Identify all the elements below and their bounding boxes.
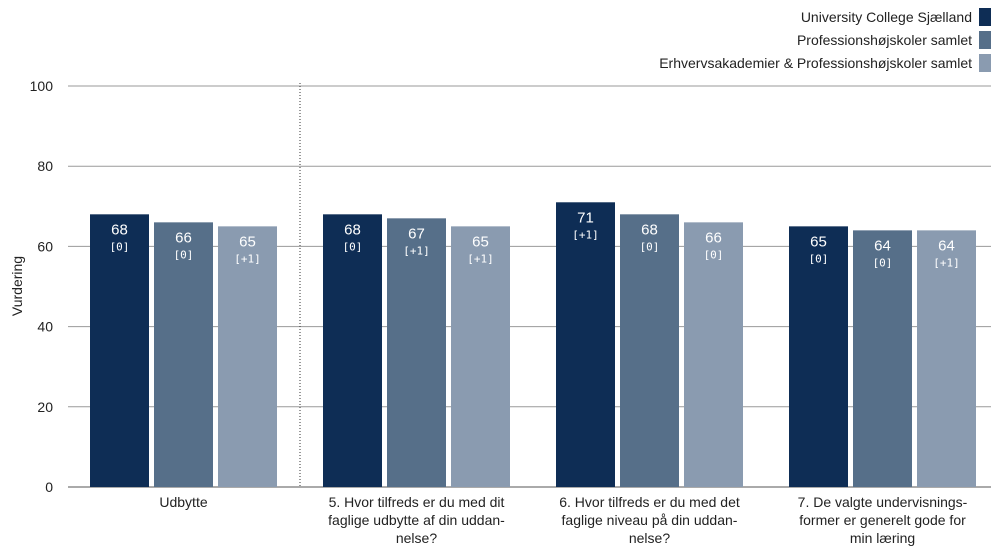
legend-swatch (979, 31, 991, 49)
bar (556, 202, 615, 488)
legend: University College Sjælland Professionshø… (659, 8, 991, 72)
bar (789, 226, 848, 487)
y-tick-label: 0 (45, 479, 53, 495)
value-label: 65 (472, 233, 489, 250)
y-tick-label: 100 (30, 78, 54, 94)
value-label: 66 (175, 229, 192, 246)
bar (154, 222, 213, 487)
bar (853, 230, 912, 488)
y-tick-label: 40 (37, 319, 53, 335)
value-label: 65 (239, 233, 256, 250)
bar (451, 226, 510, 487)
bar (323, 214, 382, 487)
bar (218, 226, 277, 487)
legend-label: Erhvervsakademier & Professionshøjskoler… (659, 55, 972, 71)
legend-label: Professionshøjskoler samlet (797, 32, 972, 48)
change-label: [+1] (403, 244, 430, 257)
bar (620, 214, 679, 487)
category-label: 6. Hvor tilfreds er du med det (559, 494, 740, 510)
value-label: 68 (111, 221, 128, 238)
bar (387, 218, 446, 487)
y-tick-label: 20 (37, 399, 53, 415)
value-label: 68 (344, 221, 361, 238)
legend-swatch (979, 54, 991, 72)
change-label: [0] (704, 248, 724, 261)
value-label: 67 (408, 225, 425, 242)
change-label: [+1] (933, 256, 960, 269)
category-label: faglige niveau på din uddan- (562, 512, 738, 528)
value-label: 64 (938, 237, 955, 254)
category-label: faglige udbytte af din uddan- (328, 512, 505, 528)
change-label: [+1] (467, 252, 494, 265)
bars: 68 [0] 66 [0] 65 [+1] 68 [0] 67 [+1] 65 [+1] 71 [+1] 6… (90, 202, 976, 488)
axes: 0 20 40 60 80 100 Udbytte 5. Hvor tilfreds er d… (30, 78, 968, 546)
category-label: 5. Hvor tilfreds er du med dit (329, 494, 505, 510)
bar (917, 230, 976, 488)
change-label: [0] (110, 240, 130, 253)
y-tick-label: 60 (37, 238, 53, 254)
value-label: 66 (705, 229, 722, 246)
value-label: 64 (874, 237, 891, 254)
change-label: [0] (873, 256, 893, 269)
legend-swatch (979, 8, 991, 26)
y-tick-label: 80 (37, 158, 53, 174)
category-label: Udbytte (159, 494, 207, 510)
legend-label: University College Sjælland (801, 9, 972, 25)
change-label: [0] (640, 240, 660, 253)
value-label: 65 (810, 233, 827, 250)
value-label: 71 (577, 209, 594, 226)
category-label: nelse? (396, 530, 437, 546)
change-label: [0] (809, 252, 829, 265)
category-label: nelse? (629, 530, 670, 546)
bar (90, 214, 149, 487)
change-label: [+1] (572, 228, 599, 241)
category-label: 7. De valgte undervisnings- (798, 494, 968, 510)
bar (684, 222, 743, 487)
value-label: 68 (641, 221, 658, 238)
change-label: [+1] (234, 252, 261, 265)
category-label: former er generelt gode for (799, 512, 966, 528)
category-label: min læring (850, 530, 915, 546)
change-label: [0] (174, 248, 194, 261)
y-axis-title: Vurdering (9, 256, 25, 316)
change-label: [0] (343, 240, 363, 253)
